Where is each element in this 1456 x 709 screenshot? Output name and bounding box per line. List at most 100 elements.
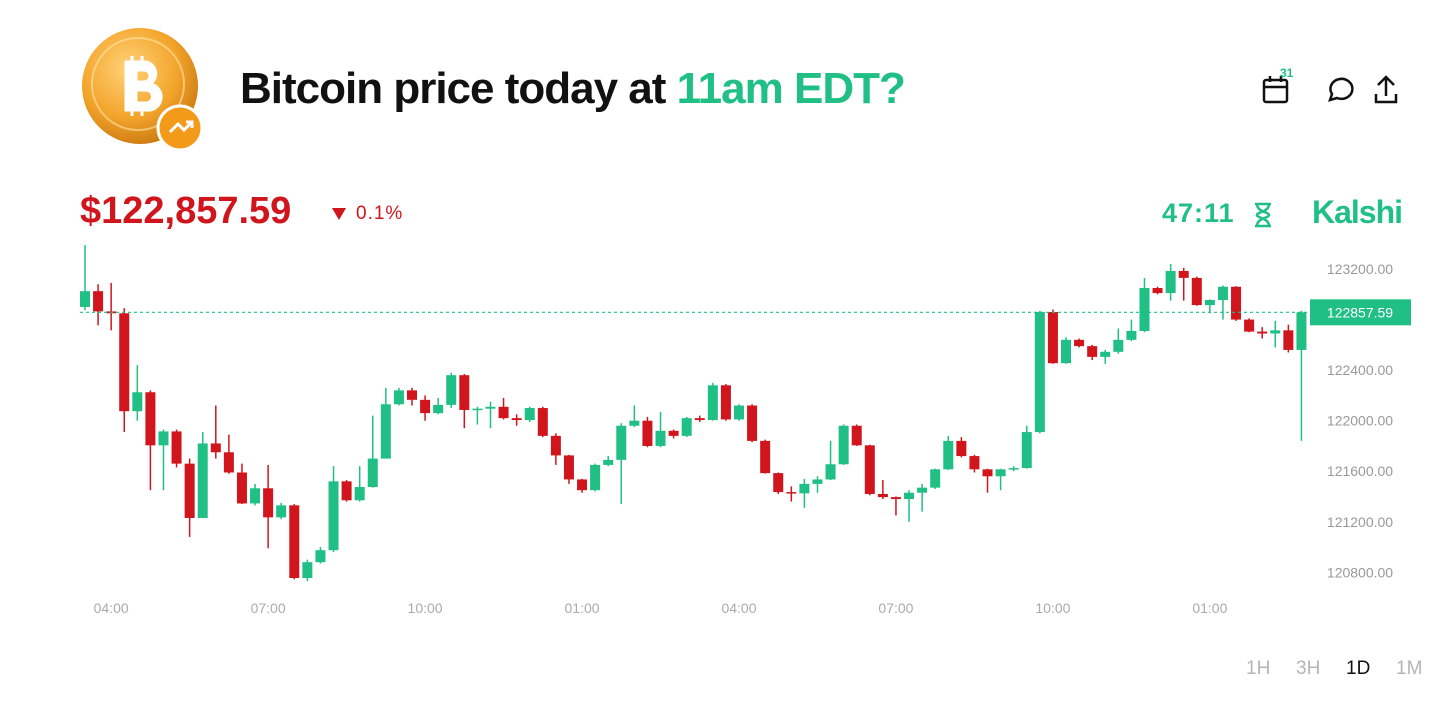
candle-body — [511, 418, 522, 421]
candle-body — [1034, 312, 1045, 433]
candle-body — [851, 425, 862, 446]
hourglass-icon — [1255, 202, 1271, 228]
candle-body — [341, 481, 352, 501]
candle-body — [485, 406, 496, 409]
candle-body — [1231, 286, 1242, 320]
candle-body — [681, 418, 692, 436]
candle-body — [524, 408, 535, 421]
candle-body — [1152, 288, 1163, 294]
candle-body — [943, 440, 954, 470]
calendar-badge: 31 — [1280, 66, 1294, 80]
candle-body — [498, 406, 509, 419]
bitcoin-logo — [82, 28, 204, 152]
candle-body — [367, 458, 378, 488]
share-icon[interactable] — [1374, 75, 1398, 104]
candle-body — [629, 420, 640, 426]
candle-body — [720, 385, 731, 420]
candle-body — [1283, 330, 1294, 350]
candle-body — [420, 399, 431, 414]
x-tick-label: 07:00 — [251, 600, 286, 616]
candle-body — [786, 492, 797, 494]
title-highlight: 11am EDT? — [676, 64, 906, 113]
candle-body — [263, 488, 274, 518]
candle-body — [864, 445, 875, 494]
candle-body — [747, 405, 758, 441]
candle-body — [707, 385, 718, 421]
candle-body — [184, 463, 195, 518]
candle-body — [1165, 270, 1176, 294]
candle-body — [197, 443, 208, 518]
candle-body — [694, 418, 705, 421]
candle-body — [1113, 339, 1124, 352]
title: Bitcoin price today at 11am EDT? — [240, 64, 906, 114]
candle-body — [995, 469, 1006, 477]
candle-body — [223, 452, 234, 473]
candle-body — [616, 425, 627, 460]
y-tick-label: 120800.00 — [1327, 564, 1393, 580]
candle-body — [1191, 277, 1202, 306]
candle-body — [1008, 468, 1019, 470]
candle-body — [158, 431, 169, 446]
y-tick-label: 122000.00 — [1327, 413, 1393, 429]
candle-body — [537, 408, 548, 436]
candle-body — [590, 464, 601, 491]
candle-body — [1074, 339, 1085, 347]
candle-body — [642, 420, 653, 446]
candle-body — [1061, 339, 1071, 364]
title-text: Bitcoin price today at — [240, 64, 677, 113]
candle-body — [1087, 346, 1098, 357]
candle-body — [1178, 270, 1189, 278]
comment-icon[interactable] — [1328, 77, 1354, 102]
candle-body — [250, 488, 261, 504]
candle-body — [825, 464, 836, 480]
candle-body — [276, 505, 287, 518]
y-tick-label: 123200.00 — [1327, 261, 1393, 277]
range-button[interactable]: 1M — [1396, 658, 1423, 679]
candle-body — [1204, 300, 1215, 306]
x-tick-label: 10:00 — [1035, 600, 1070, 616]
calendar-icon[interactable] — [1262, 76, 1289, 104]
range-button[interactable]: 1H — [1246, 658, 1271, 679]
y-tick-label: 121600.00 — [1327, 463, 1393, 479]
candle-body — [982, 469, 993, 477]
candle-body — [145, 392, 156, 446]
current-price-label: 122857.59 — [1327, 304, 1393, 320]
candle-body — [550, 435, 561, 456]
range-button[interactable]: 1D — [1346, 658, 1371, 679]
candle-body — [354, 487, 365, 501]
candle-body — [956, 440, 967, 457]
candle-body — [393, 390, 404, 405]
candle-body — [1047, 312, 1058, 364]
candle-body — [930, 469, 941, 488]
candle-body — [1257, 331, 1268, 334]
candle-body — [236, 472, 247, 504]
candle-body — [1217, 286, 1228, 301]
candle-body — [1270, 330, 1281, 334]
candle-body — [917, 487, 928, 493]
candle-body — [734, 405, 744, 420]
candle-body — [132, 392, 143, 412]
candle-body — [80, 291, 90, 307]
candle-body — [1100, 351, 1111, 357]
candle-body — [380, 404, 391, 459]
candle-body — [812, 479, 823, 484]
candle-body — [838, 425, 849, 465]
range-button[interactable]: 3H — [1296, 658, 1321, 679]
candle-body — [459, 375, 470, 410]
current-price-box — [1310, 299, 1411, 326]
candle-body — [171, 431, 182, 464]
candle-body — [1296, 312, 1307, 350]
x-tick-label: 04:00 — [94, 600, 129, 616]
candle-body — [969, 456, 980, 470]
candle-body — [799, 483, 810, 494]
candle-body — [472, 408, 483, 411]
x-tick-label: 07:00 — [878, 600, 913, 616]
candle-body — [328, 481, 339, 551]
brand: Kalshi — [1312, 194, 1403, 230]
candle-body — [1244, 319, 1255, 332]
current-price: $122,857.59 — [80, 190, 292, 232]
candle-body — [1126, 330, 1137, 340]
x-tick-label: 01:00 — [1192, 600, 1227, 616]
candle-body — [773, 473, 784, 493]
